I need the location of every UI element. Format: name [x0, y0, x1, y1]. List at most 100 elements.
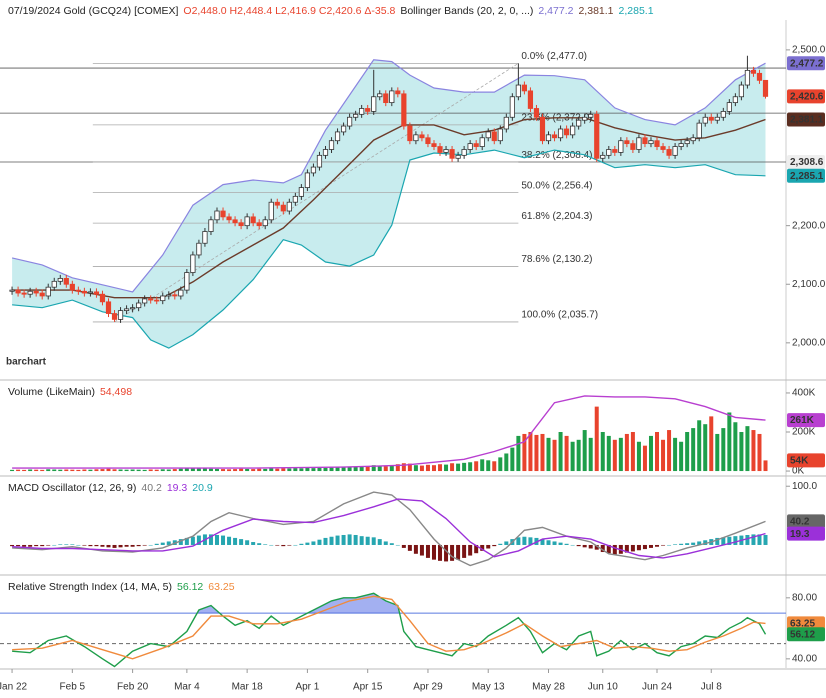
candle-body	[545, 134, 552, 142]
candle-body	[672, 146, 678, 156]
candle-body	[184, 272, 190, 291]
candle-body	[51, 280, 57, 288]
bar	[293, 468, 298, 472]
bar	[733, 422, 738, 472]
bar	[299, 468, 304, 472]
y-tick-label: 2,000.0	[792, 337, 826, 348]
bar	[413, 465, 418, 472]
bar	[275, 544, 280, 546]
bar	[64, 469, 69, 472]
candle-body	[238, 222, 244, 227]
candle-body	[178, 289, 184, 297]
bar	[516, 537, 521, 545]
bar	[624, 433, 629, 472]
candle-body	[57, 277, 63, 282]
bar	[642, 544, 647, 550]
candle-body	[9, 289, 15, 292]
price-tag	[787, 155, 825, 170]
bar	[655, 544, 660, 547]
bar	[233, 469, 238, 472]
bar	[335, 535, 340, 545]
candle-body	[491, 131, 497, 142]
bar	[263, 468, 268, 472]
bar	[16, 544, 21, 547]
bar	[353, 534, 358, 545]
candle-body	[624, 140, 630, 145]
bar	[679, 441, 684, 472]
x-tick-label: Feb 5	[60, 682, 86, 693]
candle-body	[437, 146, 443, 153]
candle-body	[365, 108, 371, 112]
candle-body	[726, 102, 732, 112]
candle-body	[99, 293, 106, 303]
bar	[227, 536, 232, 545]
bar	[208, 468, 213, 472]
bar	[450, 544, 455, 561]
x-tick-label: Jun 10	[588, 682, 618, 693]
x-tick-label: Jun 24	[642, 682, 672, 693]
bar	[148, 544, 153, 546]
candle-body	[105, 301, 112, 314]
bar	[636, 441, 641, 472]
candle-body	[521, 84, 528, 92]
candle-body	[15, 289, 21, 294]
candle-body	[606, 149, 612, 156]
bar	[492, 461, 497, 472]
candle-body	[732, 96, 738, 104]
panel-header: MACD Oscillator (12, 26, 9) 40.2 19.3 20.9	[8, 482, 213, 494]
bar	[359, 466, 364, 472]
candle-body	[256, 222, 262, 227]
bar	[22, 469, 27, 472]
bar	[353, 466, 358, 472]
indicator-line	[12, 491, 766, 567]
bar	[576, 544, 581, 547]
candle-body	[75, 289, 81, 292]
x-tick-label: May 13	[472, 682, 505, 693]
header-part: 07/19/2024 Gold (GCQ24) [COMEX]	[8, 5, 178, 17]
bar	[94, 469, 99, 472]
candle-body	[756, 72, 763, 81]
bar	[474, 544, 479, 554]
bar	[540, 433, 545, 472]
bar	[245, 540, 250, 545]
candle-body	[696, 122, 702, 139]
bar	[46, 544, 51, 546]
bar	[474, 461, 479, 472]
bar	[22, 544, 27, 547]
bar	[679, 543, 684, 545]
candle-body	[21, 292, 27, 295]
bar	[34, 544, 39, 547]
bar	[239, 539, 244, 545]
bar	[281, 544, 286, 547]
bar	[540, 539, 545, 545]
bar	[546, 540, 551, 545]
bar	[371, 465, 376, 472]
price-tag-label: 40.2	[790, 516, 810, 527]
bar	[112, 469, 117, 472]
candle-body	[166, 294, 172, 297]
bar	[721, 428, 726, 472]
overbought-fill	[12, 593, 766, 614]
bar	[329, 467, 334, 472]
candle-body	[425, 137, 431, 145]
price-tag-label: 2,285.1	[790, 171, 824, 182]
bar	[703, 424, 708, 472]
candle-body	[612, 149, 618, 153]
candle-body	[455, 154, 461, 159]
bar	[335, 467, 340, 472]
bar	[100, 544, 105, 547]
bar	[450, 463, 455, 472]
price-tag	[787, 413, 825, 428]
bar	[588, 544, 593, 549]
bar	[251, 469, 256, 472]
bar	[462, 462, 467, 472]
bar	[522, 536, 527, 545]
bar	[606, 435, 611, 472]
candle-body	[190, 254, 196, 273]
candle-body	[136, 302, 142, 309]
header-part: Volume (LikeMain)	[8, 386, 95, 398]
bar	[251, 542, 256, 545]
price-tag-label: 54K	[790, 456, 809, 467]
bar	[383, 466, 388, 472]
bar	[70, 544, 75, 545]
